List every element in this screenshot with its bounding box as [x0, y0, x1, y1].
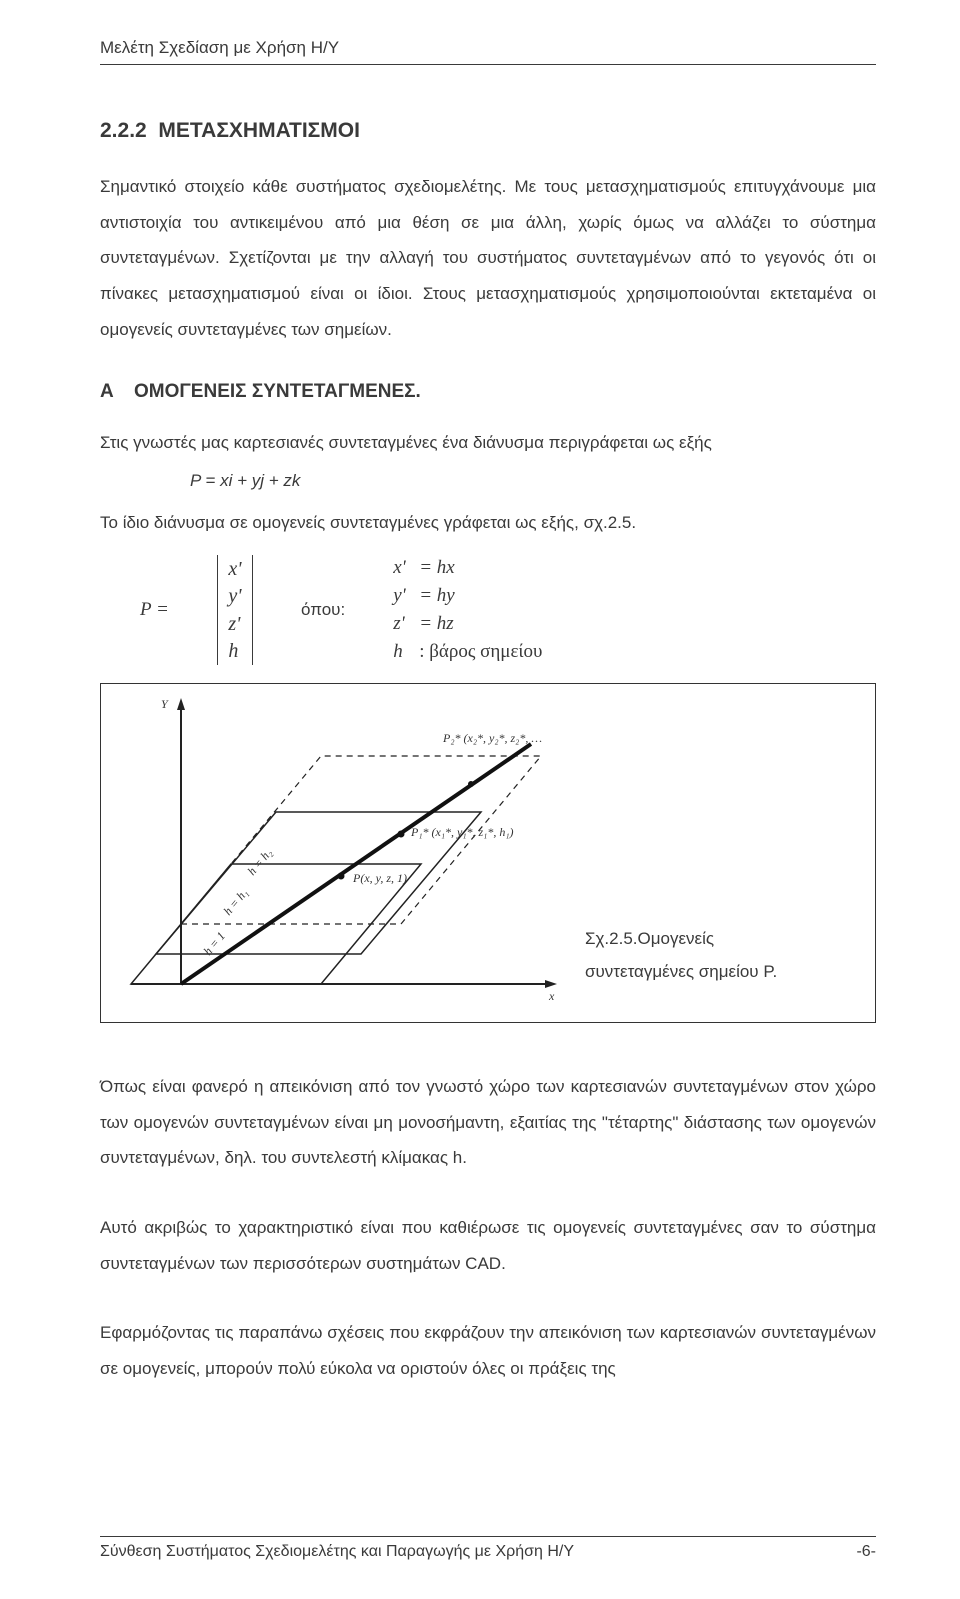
section-number: 2.2.2: [100, 119, 147, 142]
formula-p: P = xi + yj + zk: [190, 471, 876, 491]
where-r: : βάρος σημείου: [419, 641, 542, 663]
where-l: y': [393, 585, 419, 607]
footer-left: Σύνθεση Συστήματος Σχεδιομελέτης και Παρ…: [100, 1543, 574, 1561]
paragraph-2: Στις γνωστές μας καρτεσιανές συντεταγμέν…: [100, 425, 876, 461]
subsection-a-heading: ΑΟΜΟΓΕΝΕΙΣ ΣΥΝΤΕΤΑΓΜΕΝΕΣ.: [100, 381, 876, 403]
where-l: h: [393, 641, 419, 663]
paragraph-3: Το ίδιο διάνυσμα σε ομογενείς συντεταγμέ…: [100, 505, 876, 541]
page-header: Μελέτη Σχεδίαση με Χρήση Η/Υ: [100, 38, 876, 65]
figure-2-5: Y x h = 1 h = h₁ h = h₂ P(x, y, z, 1) P₁…: [100, 683, 876, 1023]
figure-caption: Σχ.2.5.Ομογενείς συντεταγμένες σημείου Ρ…: [585, 923, 795, 988]
footer-page-number: -6-: [856, 1543, 876, 1561]
matrix-body: x' y' z' h: [217, 555, 253, 665]
where-label: όπου:: [301, 600, 345, 620]
matrix-definition: P = x' y' z' h όπου: x'= hx y'= hy z'= h…: [140, 555, 876, 665]
where-r: = hz: [419, 613, 453, 635]
paragraph-1: Σημαντικό στοιχείο κάθε συστήματος σχεδι…: [100, 169, 876, 347]
where-r: = hy: [419, 585, 455, 607]
section-heading: 2.2.2 ΜΕΤΑΣΧΗΜΑΤΙΣΜΟΙ: [100, 119, 876, 143]
subsection-title: ΟΜΟΓΕΝΕΙΣ ΣΥΝΤΕΤΑΓΜΕΝΕΣ.: [134, 381, 421, 402]
label-p1: P₁* (x₁*, y₁*, z₁*, h₁): [410, 825, 514, 839]
paragraph-5: Αυτό ακριβώς το χαρακτηριστικό είναι που…: [100, 1210, 876, 1281]
figure-caption-line2: συντεταγμένες σημείου Ρ.: [585, 962, 777, 981]
subsection-letter: Α: [100, 381, 134, 403]
page-footer: Σύνθεση Συστήματος Σχεδιομελέτης και Παρ…: [100, 1536, 876, 1561]
matrix-row: z': [228, 614, 241, 634]
paragraph-6: Εφαρμόζοντας τις παραπάνω σχέσεις που εκ…: [100, 1315, 876, 1386]
where-l: x': [393, 557, 419, 579]
figure-caption-line1: Σχ.2.5.Ομογενείς: [585, 929, 714, 948]
matrix-column: x' y' z' h: [218, 555, 251, 665]
label-p: P(x, y, z, 1): [352, 871, 407, 885]
label-h2: h = h₁: [221, 886, 251, 918]
where-definitions: x'= hx y'= hy z'= hz h: βάρος σημείου: [393, 557, 542, 663]
label-h3: h = h₂: [245, 846, 275, 878]
matrix-bracket-right: [252, 555, 254, 665]
matrix-lhs: P =: [140, 599, 169, 621]
matrix-row: h: [228, 641, 241, 661]
where-l: z': [393, 613, 419, 635]
matrix-row: y': [228, 586, 241, 606]
paragraph-4: Όπως είναι φανερό η απεικόνιση από τον γ…: [100, 1069, 876, 1176]
matrix-row: x': [228, 559, 241, 579]
axis-y-label: Y: [161, 697, 169, 711]
section-title: ΜΕΤΑΣΧΗΜΑΤΙΣΜΟΙ: [158, 119, 360, 142]
figure-svg: Y x h = 1 h = h₁ h = h₂ P(x, y, z, 1) P₁…: [101, 684, 641, 1022]
where-r: = hx: [419, 557, 455, 579]
axis-x-label: x: [548, 989, 555, 1003]
label-p2: P₂* (x₂*, y₂*, z₂*, …: [442, 731, 542, 745]
